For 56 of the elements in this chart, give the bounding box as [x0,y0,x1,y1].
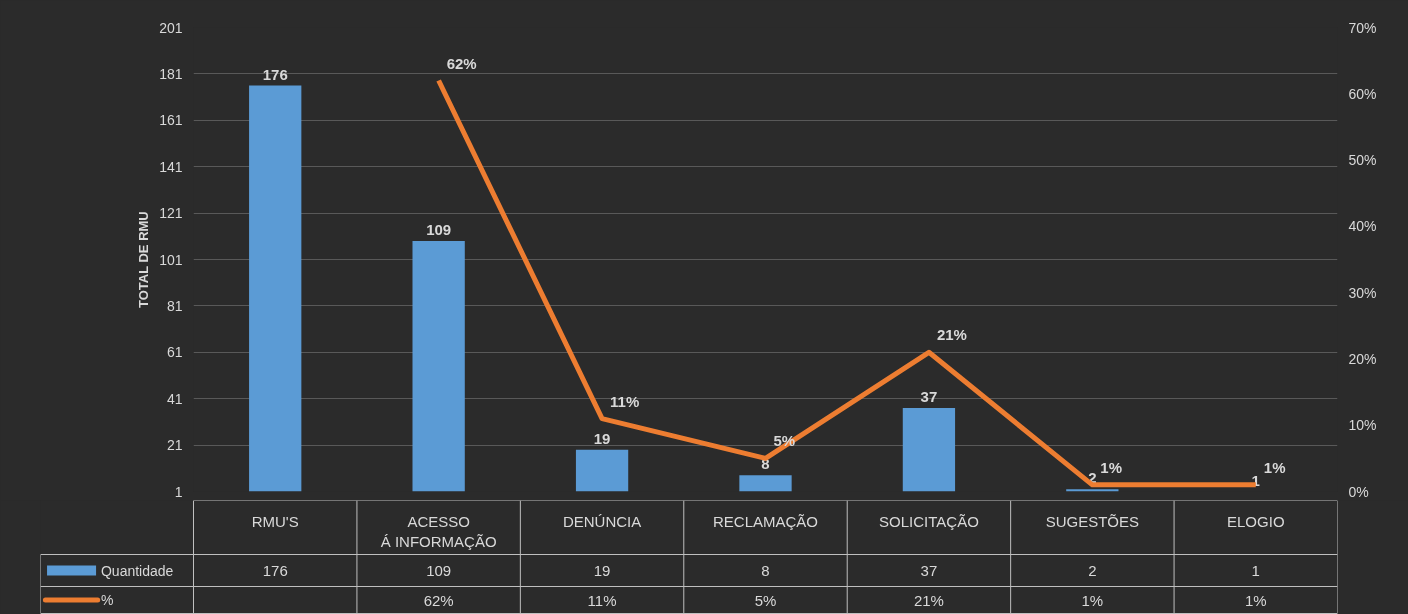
bar [249,85,302,492]
y-tick-label: 161 [159,112,183,129]
text: 21% [936,326,967,344]
y2-tick-label: 30% [1348,284,1377,301]
legend-label: % [100,592,114,608]
x-tick-label: SUGESTÕES [1045,512,1140,530]
y-tick-label: 101 [159,251,183,268]
bar [412,240,465,492]
data-label: 2 [1088,561,1097,579]
data-label: 62% [423,591,454,609]
y2-tick-label: 0% [1348,483,1369,500]
data-label: 109 [426,561,452,579]
y2-tick-label: 10% [1348,417,1377,434]
data-label: 8 [761,561,770,579]
x-tick-label: ELOGIO [1227,512,1285,530]
y-tick-label: 121 [159,205,183,222]
data-label: 37 [920,561,938,579]
x-tick-label: RMU'S [251,512,299,530]
y2-tick-label: 60% [1348,85,1377,102]
y2-tick-label: 50% [1348,152,1377,169]
y-axis-title: TOTAL DE RMU [136,211,152,309]
text: 62% [446,54,477,72]
text: 1% [1263,458,1286,476]
y2-tick-label: 20% [1348,350,1377,367]
data-label: 1% [1081,591,1104,609]
data-label: 1 [1251,561,1260,579]
y-tick-label: 21 [166,437,183,454]
y-tick-label: 141 [159,158,183,175]
data-label: 176 [262,561,288,579]
data-label: 21% [913,591,944,609]
data-label: 5% [754,591,777,609]
bar [902,407,956,492]
legend-label: Quantidade [100,562,174,579]
bar [739,475,792,492]
y-tick-label: 201 [159,19,183,36]
x-tick-label: RECLAMAÇÃO [712,512,819,530]
text: 109 [426,220,452,238]
y-tick-label: 41 [166,390,183,407]
data-label: 1% [1244,591,1267,609]
bar [575,449,629,492]
y-tick-label: 1 [174,483,183,500]
y-tick-label: 81 [166,297,183,314]
text: 19 [593,429,611,447]
data-label: 19 [593,561,611,579]
text: 37 [920,387,938,405]
data-label: 11% [587,591,617,609]
y2-tick-label: 70% [1348,19,1377,36]
x-tick-label: DENÚNCIA [562,512,642,530]
y-tick-label: 61 [166,344,183,361]
text: 1% [1100,458,1123,476]
text: 176 [262,65,288,83]
y2-tick-label: 40% [1348,218,1377,235]
y-tick-label: 181 [159,65,183,82]
x-tick-label: SOLICITAÇÃO [879,512,979,530]
x-tick-label: ACESSO Á INFORMAÇÃO [380,512,497,550]
text: 11% [610,392,640,410]
